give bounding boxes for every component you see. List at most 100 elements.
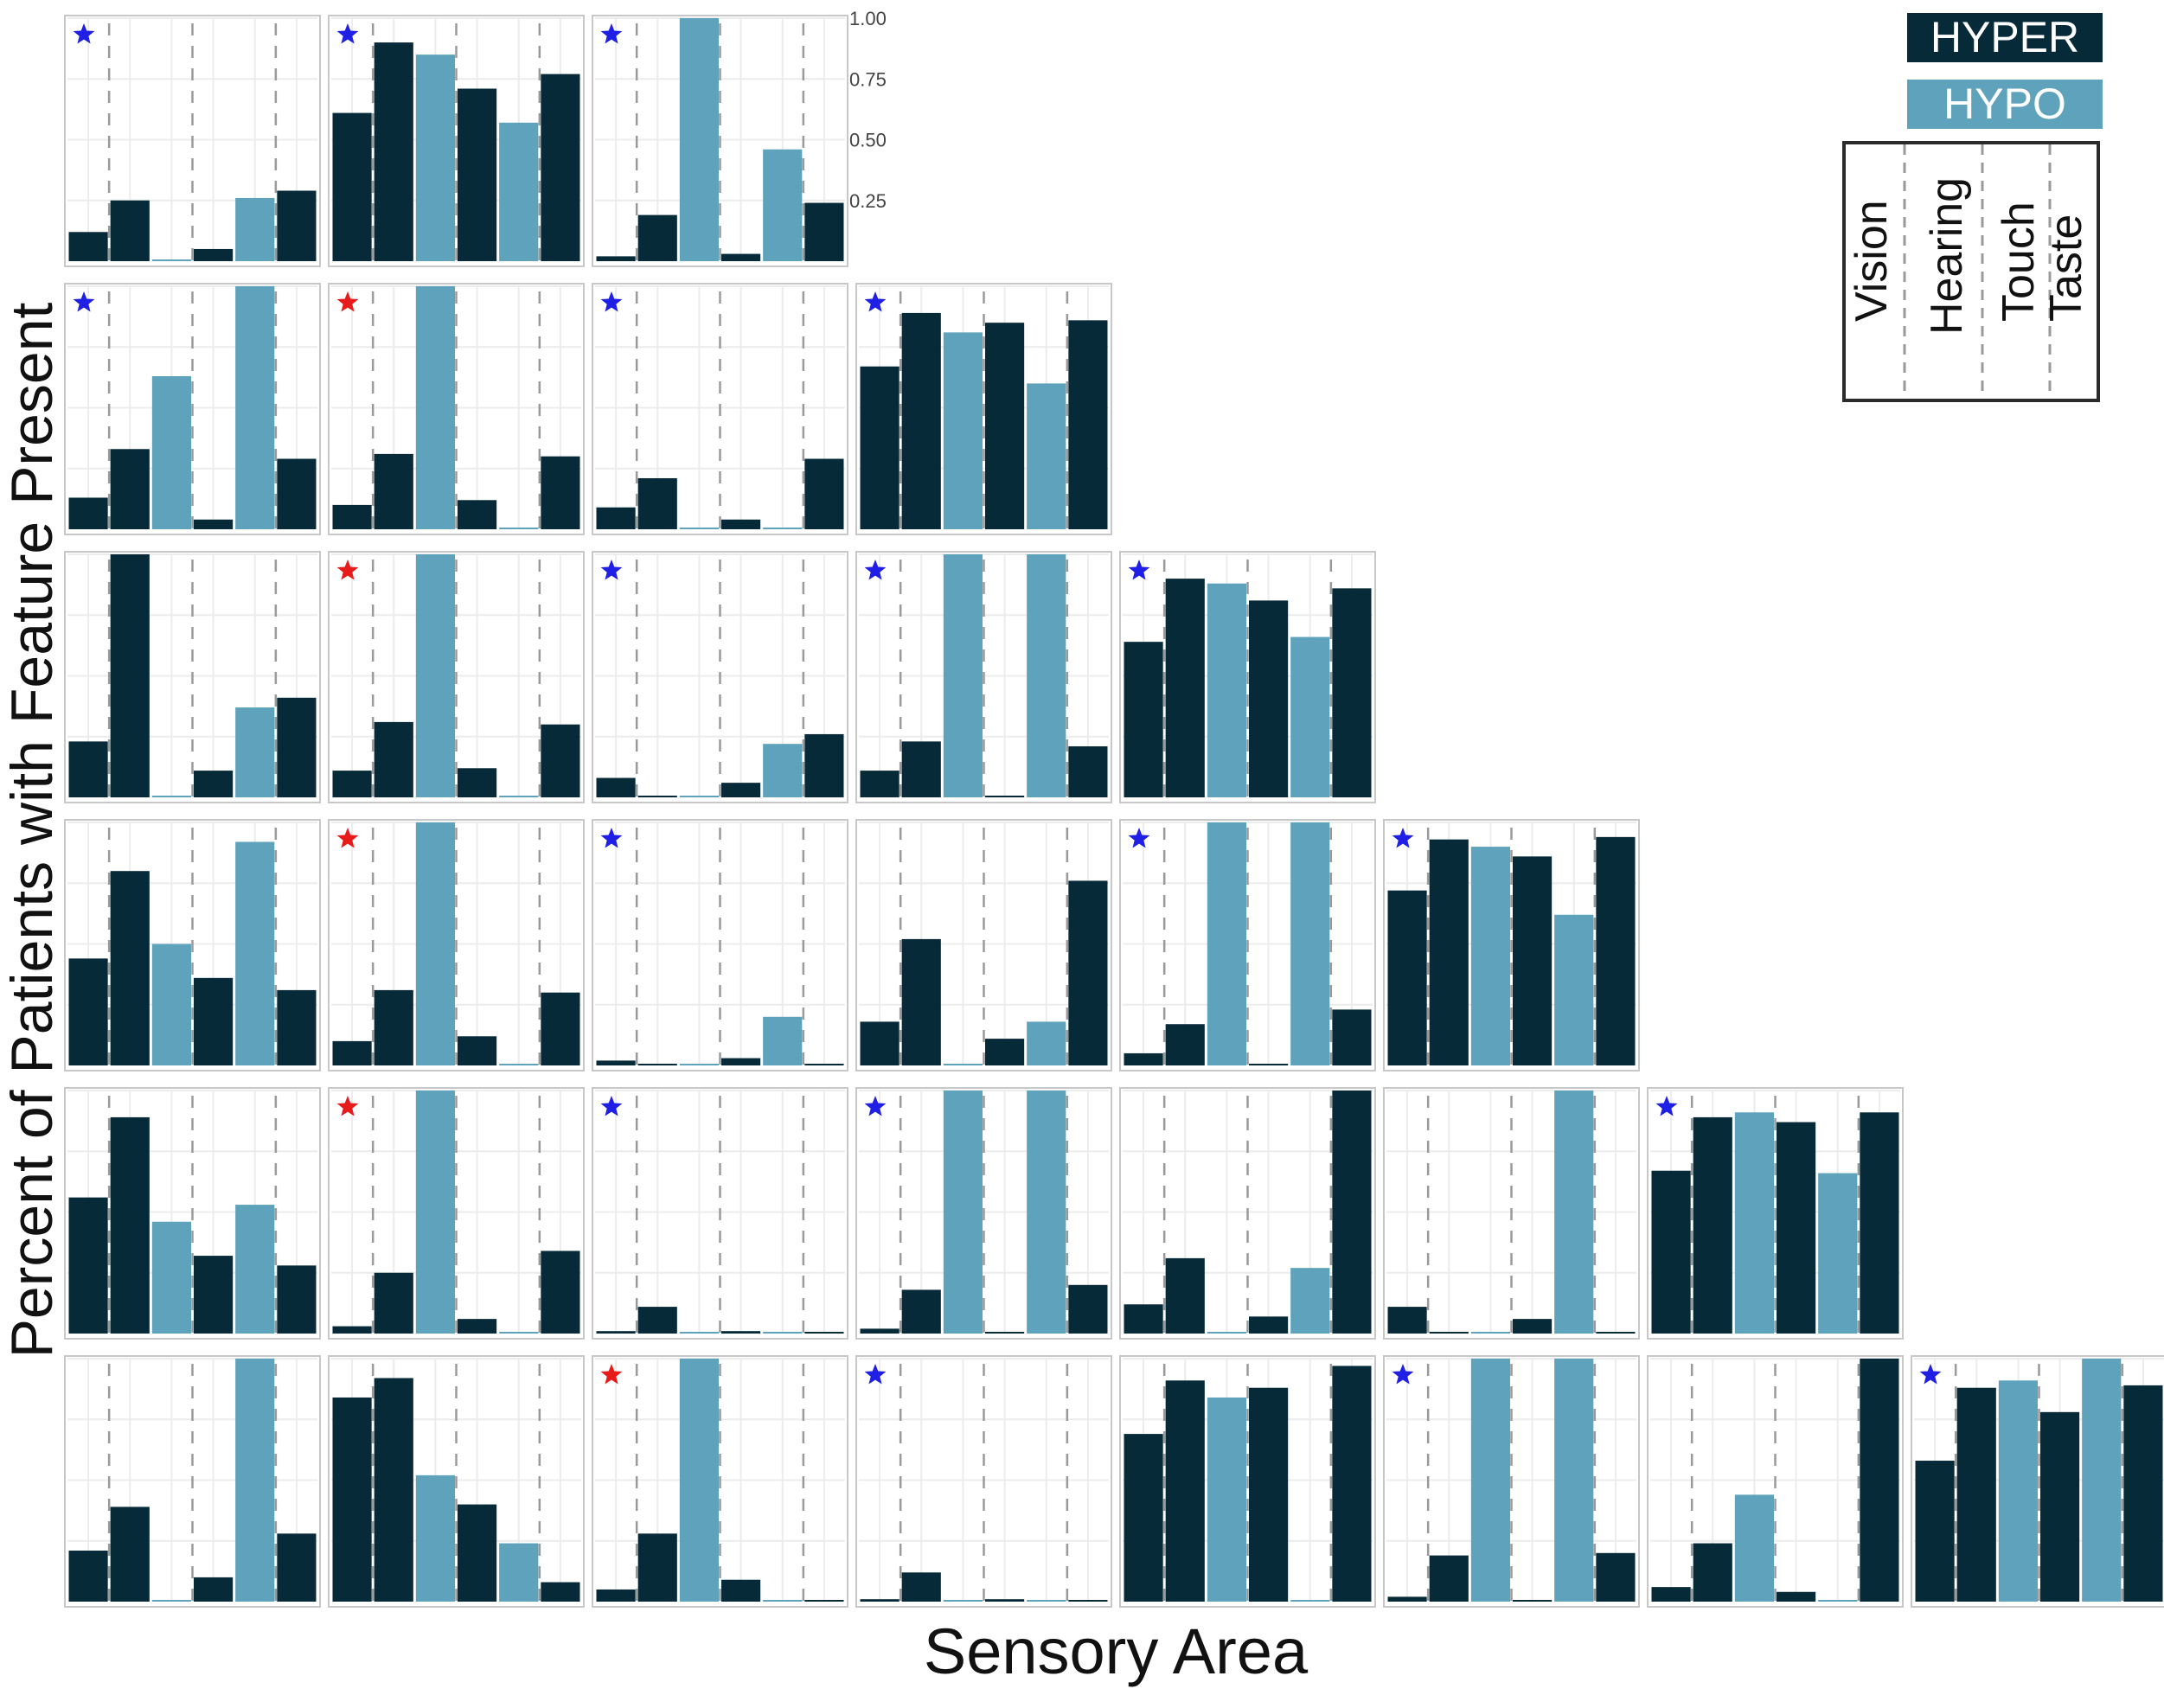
panel-r6-c1 [64, 1355, 321, 1608]
bar-hyper [860, 1021, 900, 1065]
bar-hypo [151, 375, 191, 529]
panel-r1-c2 [328, 15, 585, 267]
bar-hyper [2123, 1385, 2163, 1602]
bar-hyper [541, 992, 580, 1065]
bar-hyper [637, 1307, 677, 1334]
bar-hyper [804, 202, 844, 261]
bar-hyper [721, 1058, 761, 1065]
bar-hypo [415, 1475, 455, 1602]
bar-hypo [1554, 914, 1594, 1065]
star-blue-icon [864, 560, 887, 580]
bar-hyper [110, 1116, 150, 1334]
panel-r3-c2 [328, 551, 585, 803]
bar-hyper [277, 458, 317, 529]
star-blue-icon [600, 560, 623, 580]
bar-hyper [1124, 1304, 1163, 1334]
star-blue-icon [1919, 1364, 1942, 1385]
star-red-icon [336, 560, 359, 580]
bar-hyper [1860, 1359, 1899, 1602]
bar-hyper [1332, 588, 1372, 797]
ytick-label: 1.00 [849, 8, 887, 29]
star-blue-icon [73, 23, 95, 44]
panel-r5-c1 [64, 1087, 321, 1340]
bar-hypo [1554, 1359, 1594, 1602]
bar-hyper [277, 1265, 317, 1334]
bar-hypo [499, 122, 539, 261]
bar-hyper [1860, 1112, 1899, 1334]
panel-r6-c4 [855, 1355, 1112, 1608]
star-blue-icon [73, 291, 95, 312]
bar-hyper [68, 497, 108, 529]
sensory-area-dividers [1903, 144, 2052, 399]
bar-hypo [763, 149, 803, 261]
bar-hyper [985, 1039, 1025, 1065]
bar-hypo [1290, 1268, 1330, 1334]
bar-hyper [1332, 1009, 1372, 1065]
bar-hyper [68, 741, 108, 797]
panel-r4-c2 [328, 819, 585, 1071]
bar-hyper [541, 456, 580, 529]
bar-hyper [458, 1036, 497, 1065]
bar-hypo [151, 1221, 191, 1334]
bar-hyper [374, 721, 413, 797]
bar-hyper [596, 777, 636, 797]
panel-r3-c5 [1119, 551, 1376, 803]
legend-hypo-label: HYPO [1943, 80, 2066, 128]
bar-hypo [763, 1016, 803, 1065]
bar-hyper [804, 733, 844, 797]
panel-r2-c3 [592, 283, 848, 535]
bar-hyper [194, 771, 234, 797]
bar-hypo [1027, 383, 1066, 529]
bar-hypo [763, 744, 803, 797]
bar-hyper [596, 1589, 636, 1602]
bar-hyper [1915, 1461, 1955, 1602]
bar-hyper [332, 1040, 372, 1065]
bar-hyper [332, 1397, 372, 1602]
bar-hyper [1068, 1284, 1108, 1334]
panel-r4-c3 [592, 819, 848, 1071]
bar-hyper [1124, 642, 1163, 797]
legend-hypo-swatch: HYPO [1907, 80, 2103, 129]
bar-hyper [541, 74, 580, 261]
bar-hypo [1290, 822, 1330, 1065]
legend-hyper-swatch: HYPER [1907, 13, 2103, 62]
bar-hyper [374, 989, 413, 1065]
bar-hyper [332, 771, 372, 797]
bar-hyper [110, 449, 150, 529]
bar-hyper [721, 1331, 761, 1334]
bar-hypo [235, 707, 275, 797]
bar-hyper [1429, 1555, 1469, 1602]
bar-hypo [235, 286, 275, 529]
star-blue-icon [600, 291, 623, 312]
bar-hyper [194, 1577, 234, 1602]
bar-hyper [1387, 1307, 1427, 1334]
bar-hyper [901, 1572, 941, 1602]
bar-hyper [596, 256, 636, 261]
bar-hyper [596, 1331, 636, 1334]
bar-hyper [1124, 1434, 1163, 1602]
bar-hyper [374, 1272, 413, 1334]
bar-hyper [541, 1582, 580, 1602]
bar-hyper [68, 232, 108, 261]
panel-r6-c3 [592, 1355, 848, 1608]
bar-hypo [1207, 1397, 1246, 1602]
star-blue-icon [864, 1364, 887, 1385]
panel-r6-c6 [1383, 1355, 1640, 1608]
bar-hyper [1693, 1116, 1732, 1334]
bar-hyper [721, 519, 761, 529]
bar-hyper [1165, 579, 1205, 797]
bar-hyper [985, 323, 1025, 529]
ytick-label: 0.25 [849, 190, 887, 212]
key-taste: Taste [2041, 214, 2091, 322]
star-blue-icon [1392, 1364, 1414, 1385]
bar-hypo [499, 1543, 539, 1602]
bar-hyper [374, 1378, 413, 1602]
bar-hyper [332, 504, 372, 529]
legend-hyper-label: HYPER [1930, 13, 2080, 61]
bar-hyper [68, 1197, 108, 1334]
bar-hyper [110, 1506, 150, 1602]
bar-hyper [1068, 880, 1108, 1065]
bar-hyper [860, 1328, 900, 1334]
panel-r1-c3 [592, 15, 848, 267]
bar-hyper [374, 42, 413, 261]
